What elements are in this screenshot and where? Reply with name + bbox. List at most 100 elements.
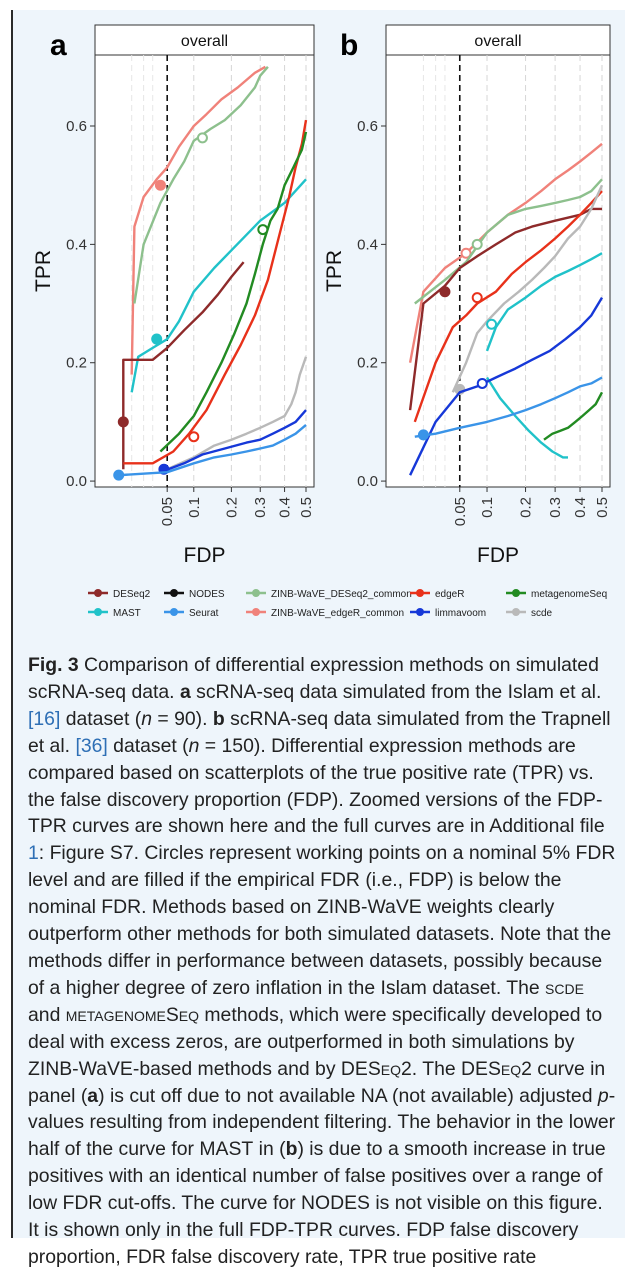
- legend-label: limmavoom: [435, 608, 486, 619]
- x-tick-label: 0.5: [298, 497, 315, 518]
- working-point: [151, 333, 163, 345]
- series-line-limmavoom: [159, 409, 307, 474]
- y-axis-label: TPR: [32, 250, 55, 292]
- panel-ref: b: [212, 707, 225, 730]
- method-name: DESeq2: [340, 1057, 412, 1080]
- working-point: [154, 179, 166, 191]
- series-line-edger: [123, 119, 308, 465]
- legend: DESeq2 NODES ZINB-WaVE_DESeq2_common edgeR m…: [88, 589, 607, 619]
- legend-key-dot: [416, 608, 424, 616]
- working-point: [113, 469, 125, 481]
- panel-ref: a: [87, 1084, 99, 1107]
- y-tick-label: 0.4: [357, 236, 378, 253]
- caption-text: . The: [411, 1057, 462, 1080]
- caption-text: scRNA-seq data simulated from the Trapne…: [28, 707, 611, 757]
- caption-text: ) is due to a smooth increase in true po…: [28, 1138, 606, 1215]
- series-line-scde: [451, 184, 604, 393]
- series-line-deseq2: [122, 261, 245, 470]
- math-n: n: [188, 734, 200, 757]
- working-point: [471, 238, 483, 250]
- x-tick-label: 0.2: [223, 497, 240, 518]
- working-point: [417, 429, 429, 441]
- working-point: [476, 377, 488, 389]
- working-point: [257, 224, 269, 236]
- y-tick-label: 0.4: [66, 236, 87, 253]
- math-n: n: [141, 707, 152, 730]
- method-name: metagenomeSeq: [65, 1003, 199, 1026]
- series-line-seurat: [414, 376, 603, 438]
- legend-label: MAST: [113, 608, 141, 619]
- y-tick-label: 0.6: [357, 118, 378, 135]
- legend-label: DESeq2: [113, 589, 151, 600]
- y-axis-label: TPR: [323, 250, 346, 292]
- legend-key-dot: [512, 589, 520, 597]
- legend-key-dot: [94, 589, 102, 597]
- legend-label: edgeR: [435, 589, 464, 600]
- figure-label: Fig. 3: [28, 654, 79, 676]
- caption-text: ) is cut off due to not available NA (no…: [98, 1084, 598, 1107]
- legend-label: Seurat: [189, 608, 219, 619]
- method-name: NODES: [301, 1192, 370, 1215]
- x-tick-label: 0.4: [277, 497, 294, 518]
- series-line-mast-low-fdr-arc-: [485, 376, 568, 459]
- series-line-zinb-wave-edger-common: [408, 142, 603, 363]
- x-tick-label: 0.1: [186, 497, 203, 518]
- strip-box: [94, 24, 315, 56]
- series-line-metagenomeseq: [543, 391, 604, 441]
- legend-label: scde: [531, 608, 553, 619]
- strip-title: overall: [474, 33, 521, 50]
- citation-link[interactable]: [36]: [75, 734, 108, 757]
- additional-file-link[interactable]: 1: [28, 842, 39, 865]
- caption-text: Comparison of differential expression me…: [28, 654, 599, 703]
- y-tick-label: 0.0: [66, 473, 87, 490]
- y-tick-label: 0.2: [357, 355, 378, 372]
- caption-text: : Figure S7. Circles represent working p…: [28, 842, 616, 999]
- legend-key-dot: [512, 608, 520, 616]
- legend-key-dot: [170, 608, 178, 616]
- caption-text: methods, which were specifically develop…: [28, 1003, 603, 1080]
- y-tick-label: 0.2: [66, 355, 87, 372]
- y-tick-label: 0.0: [357, 473, 378, 490]
- x-tick-label: 0.2: [518, 497, 535, 518]
- caption-text: scRNA-seq data simulated from the Islam …: [190, 680, 602, 703]
- x-tick-label: 0.3: [252, 497, 269, 518]
- series-line-metagenomeseq: [159, 131, 308, 453]
- math-p: p: [597, 1084, 609, 1107]
- working-point: [460, 247, 472, 259]
- x-axis-label: FDP: [477, 544, 519, 567]
- x-tick-label: 0.5: [594, 497, 611, 518]
- series-line-mast: [485, 252, 603, 352]
- legend-key-dot: [416, 589, 424, 597]
- series-line-mast: [130, 178, 307, 393]
- x-tick-label: 0.05: [159, 497, 176, 526]
- method-name: scde: [545, 976, 584, 999]
- series-line-limmavoom: [409, 296, 604, 476]
- working-point: [486, 318, 498, 330]
- strip-box: [385, 24, 611, 56]
- citation-link[interactable]: [16]: [28, 707, 61, 730]
- caption-text: dataset (: [107, 734, 189, 757]
- x-axis-label: FDP: [184, 544, 226, 567]
- legend-key-dot: [252, 589, 260, 597]
- working-point: [439, 286, 451, 298]
- panel-label: b: [340, 29, 358, 62]
- x-tick-label: 0.3: [547, 497, 564, 518]
- legend-label: NODES: [189, 589, 225, 600]
- caption-text: -values resulting from independent filte…: [28, 1084, 616, 1161]
- legend-label: ZINB-WaVE_edgeR_common: [271, 608, 404, 619]
- working-point: [471, 292, 483, 304]
- caption-text: and: [28, 1003, 66, 1026]
- method-name: DESeq2: [461, 1057, 532, 1080]
- caption-text: = 90).: [151, 707, 213, 730]
- legend-key-dot: [170, 589, 178, 597]
- working-point: [188, 431, 200, 443]
- panel-b: b overall 0.0 0.2 0.4 0.6 0.05 0.1 0.2 0.3 0.4 0.5 F…: [323, 24, 611, 567]
- x-tick-label: 0.05: [452, 497, 469, 526]
- caption-text: = 150). Differential expression methods …: [28, 734, 605, 838]
- strip-title: overall: [181, 33, 228, 50]
- y-tick-label: 0.6: [66, 118, 87, 135]
- caption-text: dataset (: [60, 707, 142, 730]
- x-tick-label: 0.4: [572, 497, 589, 518]
